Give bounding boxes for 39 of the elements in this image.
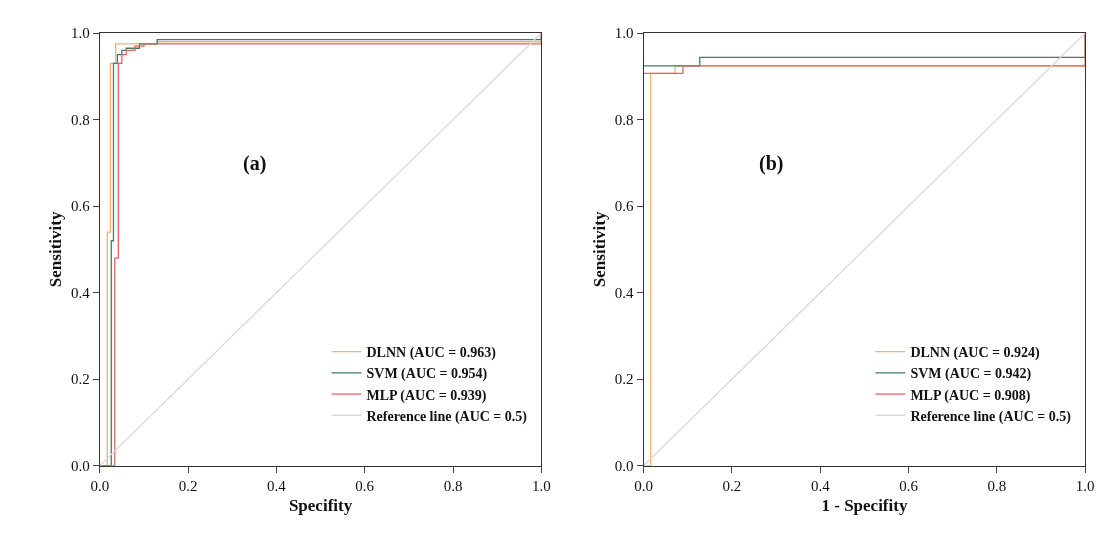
y-tick-label: 0.8 <box>70 111 90 128</box>
legend-label: DLNN (AUC = 0.963) <box>366 345 497 362</box>
y-tick-label: 0.6 <box>614 198 635 215</box>
x-tick-label: 0.6 <box>355 477 375 494</box>
line-series <box>99 33 542 466</box>
y-tick-label: 0.2 <box>614 371 634 388</box>
legend-label: SVM (AUC = 0.954) <box>366 366 488 383</box>
x-tick-label: 0.0 <box>634 477 654 494</box>
x-tick-label: 0.4 <box>810 477 831 494</box>
y-tick-label: 0.2 <box>70 371 90 388</box>
y-tick-label: 0.0 <box>614 457 634 474</box>
x-tick-label: 0.0 <box>90 477 110 494</box>
x-tick-label: 0.8 <box>987 477 1007 494</box>
y-tick-label: 0.0 <box>70 457 90 474</box>
y-axis-title: Sensitivity <box>46 211 66 288</box>
legend-label: Reference line (AUC = 0.5) <box>366 408 528 425</box>
y-axis-title: Sensitivity <box>590 211 610 288</box>
y-tick-label: 0.6 <box>70 198 91 215</box>
annotation: (a) <box>243 152 267 175</box>
x-axis-title: 1 - Specifity <box>821 496 908 516</box>
legend-label: SVM (AUC = 0.942) <box>910 366 1032 383</box>
x-axis-title: Specifity <box>288 496 353 516</box>
y-tick-label: 0.8 <box>614 111 634 128</box>
legend-label: Reference line (AUC = 0.5) <box>910 408 1072 425</box>
legend-label: MLP (AUC = 0.908) <box>910 387 1031 404</box>
x-tick-label: 0.6 <box>899 477 919 494</box>
legend-label: MLP (AUC = 0.939) <box>366 387 487 404</box>
legend-label: DLNN (AUC = 0.924) <box>910 345 1041 362</box>
x-tick-label: 0.2 <box>178 477 198 494</box>
annotation: (b) <box>759 152 784 175</box>
x-tick-label: 0.8 <box>443 477 463 494</box>
x-tick-label: 1.0 <box>531 477 551 494</box>
y-tick-label: 0.4 <box>614 284 635 301</box>
x-tick-label: 0.2 <box>722 477 742 494</box>
y-tick-label: 0.4 <box>70 284 91 301</box>
y-tick-label: 1.0 <box>614 25 634 42</box>
x-tick-label: 0.4 <box>267 477 287 494</box>
y-tick-label: 1.0 <box>70 25 90 42</box>
x-tick-label: 1.0 <box>1075 477 1095 494</box>
